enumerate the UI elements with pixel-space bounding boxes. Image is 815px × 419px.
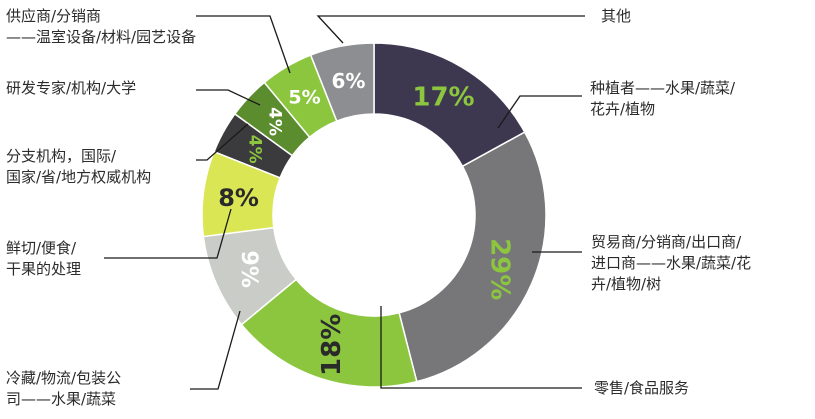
donut-slice bbox=[309, 42, 375, 123]
category-label-line: 研发专家/机构/大学 bbox=[6, 79, 137, 97]
slice-value-label: 6% bbox=[331, 69, 365, 93]
category-label-line: 鲜切/便食/ bbox=[6, 239, 77, 257]
donut-slice bbox=[398, 131, 547, 383]
category-label-line: 进口商——水果/蔬菜/花 bbox=[591, 254, 752, 272]
category-label: 贸易商/分销商/出口商/进口商——水果/蔬菜/花 卉/植物/树 bbox=[591, 232, 751, 295]
category-label: 种植者——水果/蔬菜/花卉/植物 bbox=[590, 78, 735, 120]
slice-value-label: 18% bbox=[317, 314, 347, 376]
category-label-line: 其他 bbox=[601, 7, 632, 25]
category-label-line: ——温室设备/材料/园艺设备 bbox=[6, 28, 197, 46]
category-label-line: 司——水果/蔬菜 bbox=[6, 390, 117, 408]
slice-value-label: 4% bbox=[264, 107, 284, 136]
category-label-line: 冷藏/物流/包装公 bbox=[6, 369, 122, 387]
category-label: 零售/食品服务 bbox=[594, 378, 689, 399]
category-label-line: 卉/植物/树 bbox=[591, 275, 662, 293]
slice-value-label: 9% bbox=[236, 251, 261, 288]
category-label-line: 干果的处理 bbox=[6, 260, 82, 278]
category-label: 供应商/分销商 ——温室设备/材料/园艺设备 bbox=[6, 6, 196, 48]
category-label: 鲜切/便食/干果的处理 bbox=[6, 238, 81, 280]
category-label-line: 贸易商/分销商/出口商/ bbox=[591, 233, 742, 251]
slice-value-label: 29% bbox=[484, 238, 514, 300]
slice-value-label: 5% bbox=[288, 87, 320, 109]
category-label-line: 花卉/植物 bbox=[590, 100, 656, 118]
leader-line bbox=[196, 123, 249, 161]
leader-line bbox=[196, 15, 291, 74]
leader-line bbox=[196, 89, 261, 106]
category-label: 分支机构，国际/国家/省/地方权威机构 bbox=[6, 146, 151, 188]
slice-value-label: 4% bbox=[244, 135, 264, 164]
leader-line bbox=[316, 15, 585, 44]
category-label-line: 种植者——水果/蔬菜/ bbox=[590, 79, 736, 97]
leader-line bbox=[497, 95, 582, 129]
slice-value-label: 17% bbox=[412, 83, 474, 113]
category-label: 其他 bbox=[601, 6, 631, 27]
category-label: 冷藏/物流/包装公 司——水果/蔬菜 bbox=[6, 368, 121, 410]
leader-line bbox=[380, 306, 582, 389]
category-label-line: 分支机构，国际/ bbox=[6, 147, 117, 165]
category-label: 研发专家/机构/大学 bbox=[6, 78, 136, 99]
category-label-line: 零售/食品服务 bbox=[594, 379, 690, 397]
leader-line bbox=[190, 310, 241, 390]
category-label-line: 国家/省/地方权威机构 bbox=[6, 168, 152, 186]
leader-line bbox=[104, 208, 232, 259]
category-label-line: 供应商/分销商 bbox=[6, 7, 102, 25]
slice-value-label: 8% bbox=[218, 184, 259, 212]
